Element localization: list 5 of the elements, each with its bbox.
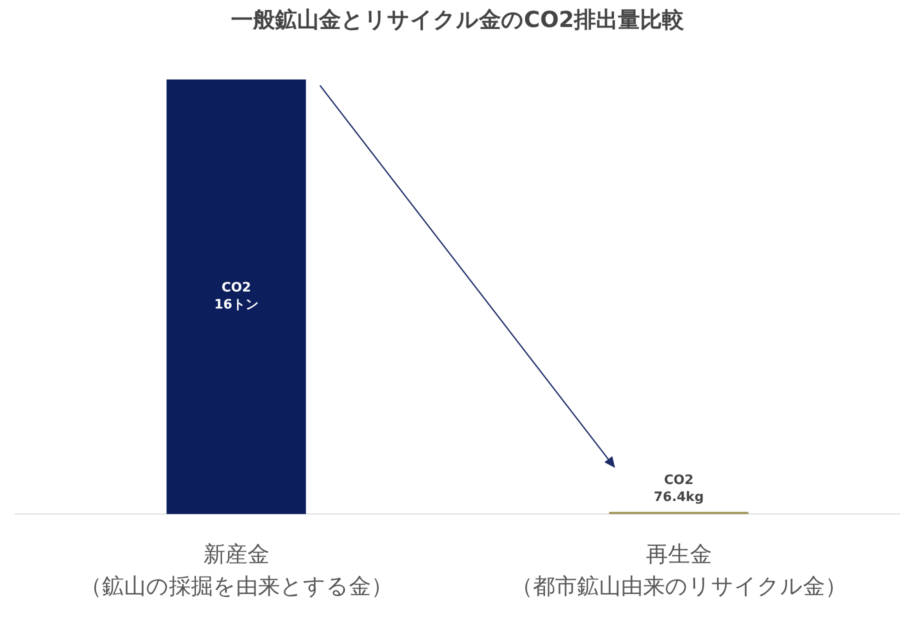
x-tick-label: 新産金（鉱山の採掘を由来とする金） [80,542,393,600]
data-label: CO2 76.4kg [654,472,704,505]
x-tick-label: 再生金（都市鉱山由来のリサイクル金） [510,542,847,600]
chart-title: 一般鉱山金とリサイクル金のCO2排出量比較 [230,8,686,33]
data-label: CO2 16トン [214,280,258,313]
